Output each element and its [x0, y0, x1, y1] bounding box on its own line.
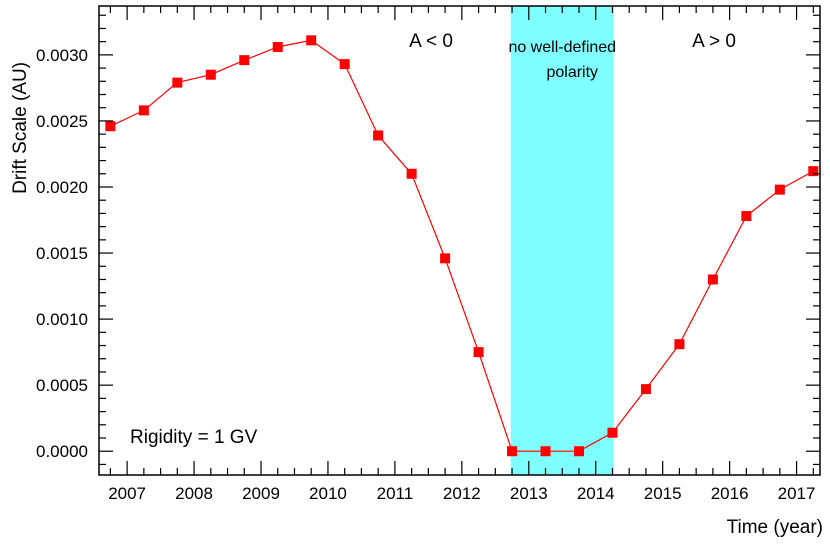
- data-point-marker: [741, 211, 752, 222]
- data-point-marker: [473, 347, 484, 358]
- data-point-marker: [640, 384, 651, 395]
- x-tick-label: 2015: [644, 484, 682, 503]
- x-tick-label: 2012: [443, 484, 481, 503]
- y-tick-label: 0.0010: [36, 310, 88, 329]
- data-point-marker: [573, 446, 584, 457]
- x-tick-label: 2011: [377, 484, 414, 503]
- data-point-marker: [607, 427, 618, 438]
- data-point-marker: [674, 339, 685, 350]
- y-tick-label: 0.0015: [36, 244, 88, 263]
- no-polarity-shaded-region: [510, 6, 614, 475]
- y-tick-label: 0.0005: [36, 376, 88, 395]
- data-point-marker: [406, 168, 417, 179]
- x-tick-label: 2009: [242, 484, 280, 503]
- data-point-marker: [239, 55, 250, 66]
- x-tick-label: 2013: [510, 484, 548, 503]
- data-point-marker: [105, 121, 116, 132]
- x-tick-label: 2008: [175, 484, 213, 503]
- data-point-marker: [373, 130, 384, 141]
- y-axis-label: Drift Scale (AU): [10, 62, 31, 194]
- data-point-marker: [272, 41, 283, 52]
- data-point-marker: [339, 59, 350, 70]
- data-point-marker: [540, 446, 551, 457]
- data-point-marker: [707, 274, 718, 285]
- shaded-region-label-line1: no well-defined: [508, 39, 616, 56]
- data-point-marker: [507, 446, 518, 457]
- x-tick-label: 2014: [577, 484, 615, 503]
- axis-ticks: 2007 2008 2009 2010 2011 2012 2013 2014 2015 2016…: [36, 6, 820, 503]
- y-tick-label: 0.0025: [36, 112, 88, 131]
- x-tick-label: 2007: [108, 484, 146, 503]
- data-point-marker: [306, 35, 317, 46]
- x-tick-label: 2016: [711, 484, 749, 503]
- series-line: [110, 39, 814, 452]
- annotation-a-positive: A > 0: [692, 31, 736, 52]
- data-point-marker: [138, 105, 149, 116]
- data-point-marker: [172, 77, 183, 88]
- x-axis-label: Time (year): [727, 517, 823, 538]
- y-tick-label: 0.0000: [36, 442, 88, 461]
- series-layer: [105, 35, 819, 457]
- x-tick-label: 2010: [309, 484, 347, 503]
- plot-frame: [98, 5, 821, 476]
- data-point-marker: [774, 184, 785, 195]
- y-tick-label: 0.0020: [36, 178, 88, 197]
- data-point-marker: [205, 69, 216, 80]
- data-point-marker: [440, 253, 451, 264]
- annotation-rigidity: Rigidity = 1 GV: [130, 427, 258, 448]
- y-tick-label: 0.0030: [36, 46, 88, 65]
- shaded-region-label-line2: polarity: [546, 64, 598, 81]
- x-tick-label: 2017: [778, 484, 816, 503]
- data-point-marker: [808, 166, 819, 177]
- annotation-a-negative: A < 0: [409, 31, 453, 52]
